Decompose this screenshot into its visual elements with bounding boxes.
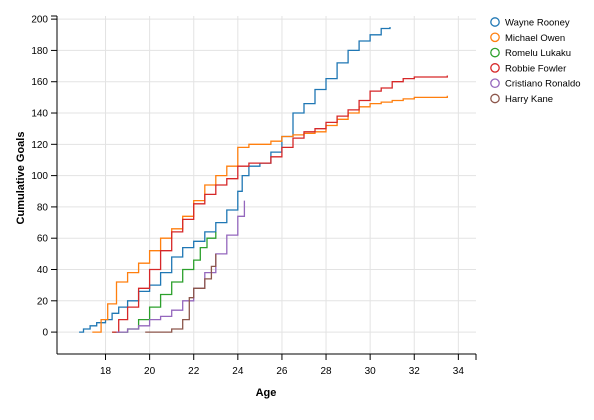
x-axis-title: Age <box>256 387 277 399</box>
y-tick-label: 120 <box>31 140 48 151</box>
legend-label-romelu-lukaku: Romelu Lukaku <box>505 48 571 59</box>
legend-label-robbie-fowler: Robbie Fowler <box>505 63 566 74</box>
legend: Wayne Rooney Michael Owen Romelu Lukaku Rob… <box>490 17 581 105</box>
legend-marker-harry-kane <box>490 93 500 104</box>
y-tick-label: 180 <box>31 46 48 57</box>
legend-label-cristiano-ronaldo: Cristiano Ronaldo <box>505 79 581 90</box>
x-tick-label: 30 <box>365 366 377 377</box>
x-tick-label: 26 <box>276 366 288 377</box>
x-tick-label: 24 <box>232 366 244 377</box>
legend-label-wayne-rooney: Wayne Rooney <box>505 18 570 29</box>
legend-marker-romelu-lukaku <box>490 47 500 58</box>
legend-marker-wayne-rooney <box>490 17 500 27</box>
y-tick-label: 200 <box>31 15 48 26</box>
series-line-robbie-fowler <box>112 75 448 333</box>
y-axis-title: Cumulative Goals <box>15 132 27 225</box>
series-line-cristiano-ronaldo <box>116 200 246 333</box>
grid <box>57 16 476 354</box>
x-tick-label: 28 <box>320 366 332 377</box>
y-tick-label: 100 <box>31 171 48 182</box>
x-tick-label: 34 <box>453 366 465 377</box>
legend-label-harry-kane: Harry Kane <box>505 94 553 105</box>
series-lines <box>79 27 448 333</box>
legend-marker-robbie-fowler <box>490 63 500 73</box>
axes: 18 20 22 24 26 28 30 32 34 0 20 40 60 80 100 120 140 160 1… <box>31 15 477 377</box>
series-line-wayne-rooney <box>79 27 391 333</box>
y-tick-label: 0 <box>42 328 48 339</box>
y-tick-label: 20 <box>37 296 49 307</box>
legend-marker-michael-owen <box>490 32 500 43</box>
legend-marker-cristiano-ronaldo <box>490 78 500 89</box>
series-line-harry-kane <box>145 253 217 333</box>
y-tick-label: 60 <box>37 234 49 245</box>
x-tick-label: 18 <box>100 366 112 377</box>
y-tick-label: 80 <box>37 202 49 213</box>
x-tick-label: 32 <box>409 366 421 377</box>
legend-label-michael-owen: Michael Owen <box>505 33 565 44</box>
series-line-michael-owen <box>92 95 448 333</box>
y-tick-label: 140 <box>31 109 48 120</box>
y-tick-label: 40 <box>37 265 49 276</box>
x-tick-label: 20 <box>144 366 156 377</box>
x-tick-label: 22 <box>188 366 200 377</box>
y-tick-label: 160 <box>31 77 48 88</box>
